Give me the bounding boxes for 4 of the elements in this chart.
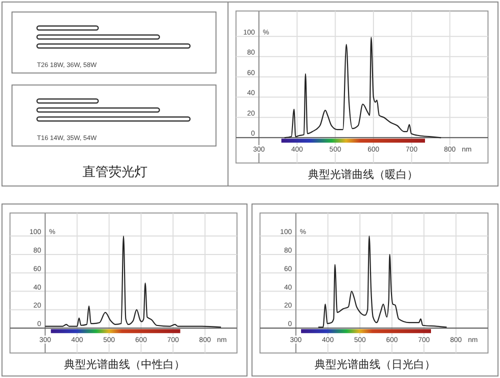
- text: 典型光谱曲线（日光白）: [314, 358, 436, 371]
- text: 典型光谱曲线（暖白）: [308, 168, 418, 181]
- text: 直管荧光灯: [82, 165, 148, 180]
- text: 典型光谱曲线（中性白）: [64, 358, 185, 371]
